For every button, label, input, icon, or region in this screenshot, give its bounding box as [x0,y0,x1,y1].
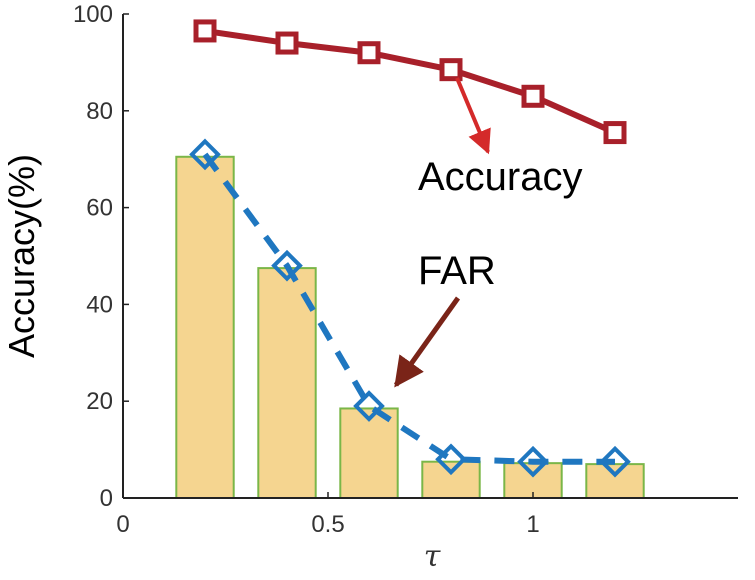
accuracy-point [357,41,381,65]
accuracy-point [521,84,545,108]
far-point [189,138,221,171]
far-point [353,390,385,422]
ticks-layer: 0 20 40 60 80 100 0 0.5 1 [73,1,540,538]
far-point [271,249,303,282]
accuracy-point [439,58,463,82]
accuracy-series-line [204,27,617,136]
y-tick-label: 100 [73,1,113,28]
y-axis-title: Accuracy(%) [1,154,42,358]
far-annotation-label: FAR [418,249,496,293]
accuracy-point [603,121,627,145]
far-bar [175,155,235,499]
accuracy-annotation-label: Accuracy [418,155,583,199]
far-point [435,443,467,476]
x-tick-label: 0.5 [311,511,344,538]
y-tick-label: 60 [86,195,113,222]
far-bar [421,460,481,500]
accuracy-annotation-arrow [455,77,491,155]
far-point [599,445,631,478]
far-annotation-arrow [393,296,461,388]
x-tick-label: 1 [526,511,539,538]
far-bar [339,407,399,499]
y-tick-label: 0 [100,485,113,512]
x-axis-title: τ [424,539,441,574]
accuracy-point [275,31,299,55]
lines-layer [189,19,631,478]
x-tick-label: 0 [116,511,129,538]
accuracy-point [193,19,217,43]
far-point [517,445,549,478]
y-tick-label: 20 [86,388,113,415]
y-tick-label: 80 [86,98,113,125]
y-tick-label: 40 [86,291,113,318]
far-bar [585,463,645,499]
